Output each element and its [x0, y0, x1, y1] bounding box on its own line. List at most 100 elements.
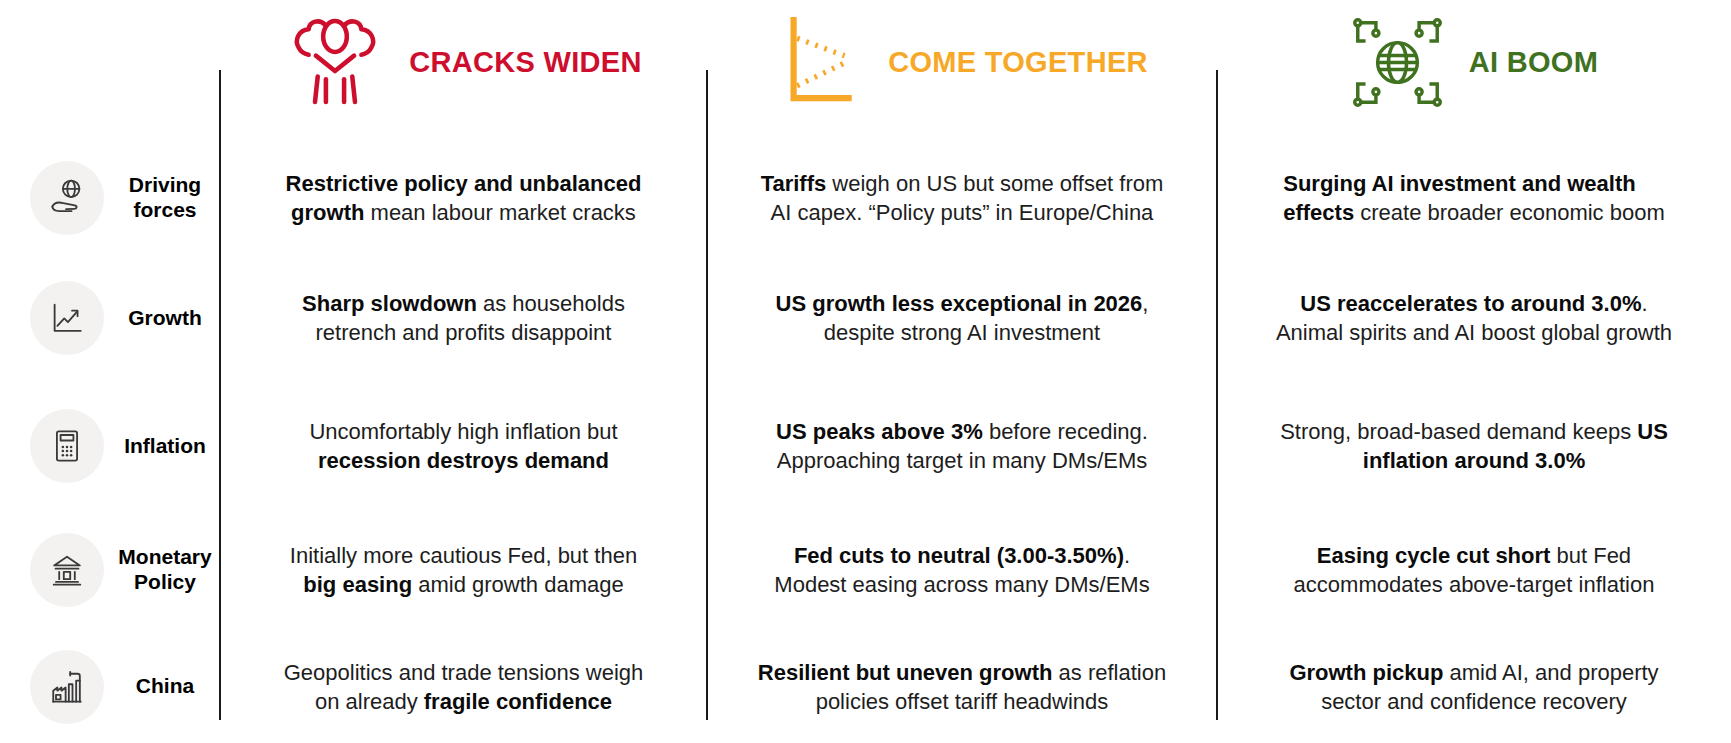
- hand-globe-icon: [30, 161, 104, 235]
- stress-head-in-hands-icon: [285, 14, 385, 110]
- row-label-driving-forces: Driving forces: [0, 142, 220, 254]
- text-segment: create broader economic boom: [1354, 200, 1665, 225]
- text-line: Sharp slowdown as households: [302, 289, 625, 318]
- text-line: US growth less exceptional in 2026,: [776, 289, 1149, 318]
- text-line: despite strong AI investment: [776, 318, 1149, 347]
- cell-inflation-ai-boom: Strong, broad-based demand keeps USinfla…: [1217, 382, 1731, 510]
- text-line: Approaching target in many DMs/EMs: [776, 446, 1148, 475]
- text-segment-bold: US: [1637, 419, 1668, 444]
- cell-text: Uncomfortably high inflation butrecessio…: [309, 417, 617, 475]
- text-segment-bold: Sharp slowdown: [302, 291, 477, 316]
- cell-text: Strong, broad-based demand keeps USinfla…: [1280, 417, 1668, 475]
- text-line: Growth pickup amid AI, and property: [1289, 658, 1658, 687]
- row-label-text: Inflation: [116, 434, 220, 459]
- text-segment: Animal spirits and AI boost global growt…: [1276, 320, 1672, 345]
- text-line: Fed cuts to neutral (3.00-3.50%).: [774, 541, 1149, 570]
- text-segment-bold: effects: [1283, 200, 1354, 225]
- text-segment-bold: fragile confidence: [424, 689, 612, 714]
- cell-text: Geopolitics and trade tensions weighon a…: [284, 658, 644, 716]
- cell-inflation-come-together: US peaks above 3% before receding.Approa…: [707, 382, 1217, 510]
- text-line: recession destroys demand: [309, 446, 617, 475]
- text-line: accommodates above-target inflation: [1294, 570, 1655, 599]
- text-line: US peaks above 3% before receding.: [776, 417, 1148, 446]
- text-segment: policies offset tariff headwinds: [816, 689, 1109, 714]
- text-segment: ,: [1142, 291, 1148, 316]
- cell-text: Sharp slowdown as householdsretrench and…: [302, 289, 625, 347]
- cell-driving-forces-ai-boom: Surging AI investment and wealtheffects …: [1217, 142, 1731, 254]
- cell-monetary-policy-come-together: Fed cuts to neutral (3.00-3.50%).Modest …: [707, 510, 1217, 630]
- cell-driving-forces-come-together: Tariffs weigh on US but some offset from…: [707, 142, 1217, 254]
- cell-text: US peaks above 3% before receding.Approa…: [776, 417, 1148, 475]
- row-label-text: China: [116, 674, 220, 699]
- text-segment-bold: big easing: [303, 572, 412, 597]
- text-line: Strong, broad-based demand keeps US: [1280, 417, 1668, 446]
- text-segment: but Fed: [1550, 543, 1631, 568]
- cell-driving-forces-cracks-widen: Restrictive policy and unbalancedgrowth …: [220, 142, 707, 254]
- cell-china-cracks-widen: Geopolitics and trade tensions weighon a…: [220, 630, 707, 743]
- bank-icon: [30, 533, 104, 607]
- text-segment-bold: growth: [291, 200, 364, 225]
- row-label-text: Monetary Policy: [116, 545, 220, 595]
- text-segment: .: [1124, 543, 1130, 568]
- text-line: AI capex. “Policy puts” in Europe/China: [761, 198, 1164, 227]
- line-chart-up-icon: [30, 281, 104, 355]
- row-label-text: Driving forces: [116, 173, 220, 223]
- cell-growth-ai-boom: US reaccelerates to around 3.0%.Animal s…: [1217, 254, 1731, 382]
- row-label-china: China: [0, 630, 220, 743]
- converging-lines-chart-icon: [776, 12, 864, 112]
- cell-text: Tariffs weigh on US but some offset from…: [761, 169, 1164, 227]
- text-segment: AI capex. “Policy puts” in Europe/China: [771, 200, 1154, 225]
- text-line: Easing cycle cut short but Fed: [1294, 541, 1655, 570]
- calculator-icon: [30, 409, 104, 483]
- text-segment: as reflation: [1052, 660, 1166, 685]
- cell-text: Fed cuts to neutral (3.00-3.50%).Modest …: [774, 541, 1149, 599]
- text-line: policies offset tariff headwinds: [758, 687, 1166, 716]
- text-segment: sector and confidence recovery: [1321, 689, 1627, 714]
- text-segment: accommodates above-target inflation: [1294, 572, 1655, 597]
- text-segment: Strong, broad-based demand keeps: [1280, 419, 1637, 444]
- text-line: Geopolitics and trade tensions weigh: [284, 658, 644, 687]
- text-segment: amid AI, and property: [1443, 660, 1658, 685]
- text-line: Resilient but uneven growth as reflation: [758, 658, 1166, 687]
- scenario-title: CRACKS WIDEN: [409, 46, 641, 79]
- text-segment-bold: Fed cuts to neutral (3.00-3.50%): [794, 543, 1124, 568]
- factory-icon: [30, 650, 104, 724]
- text-line: inflation around 3.0%: [1280, 446, 1668, 475]
- text-line: Tariffs weigh on US but some offset from: [761, 169, 1164, 198]
- text-segment: Initially more cautious Fed, but then: [290, 543, 637, 568]
- text-segment: before receding.: [983, 419, 1148, 444]
- cell-text: Initially more cautious Fed, but thenbig…: [290, 541, 637, 599]
- text-line: US reaccelerates to around 3.0%.: [1276, 289, 1672, 318]
- cell-inflation-cracks-widen: Uncomfortably high inflation butrecessio…: [220, 382, 707, 510]
- text-line: big easing amid growth damage: [290, 570, 637, 599]
- text-line: Surging AI investment and wealth: [1283, 169, 1665, 198]
- text-segment: amid growth damage: [412, 572, 624, 597]
- row-label-monetary-policy: Monetary Policy: [0, 510, 220, 630]
- globe-circuit-icon: [1350, 15, 1445, 110]
- text-line: sector and confidence recovery: [1289, 687, 1658, 716]
- economic-scenarios-table: CRACKS WIDEN COME TOGETHER: [0, 0, 1731, 743]
- scenarios-grid: CRACKS WIDEN COME TOGETHER: [0, 0, 1731, 743]
- row-label-inflation: Inflation: [0, 382, 220, 510]
- text-line: on already fragile confidence: [284, 687, 644, 716]
- text-line: Animal spirits and AI boost global growt…: [1276, 318, 1672, 347]
- cell-growth-come-together: US growth less exceptional in 2026,despi…: [707, 254, 1217, 382]
- text-segment-bold: US peaks above 3%: [776, 419, 983, 444]
- cell-growth-cracks-widen: Sharp slowdown as householdsretrench and…: [220, 254, 707, 382]
- text-segment-bold: Resilient but uneven growth: [758, 660, 1053, 685]
- text-line: Restrictive policy and unbalanced: [286, 169, 642, 198]
- cell-monetary-policy-ai-boom: Easing cycle cut short but Fedaccommodat…: [1217, 510, 1731, 630]
- text-segment-bold: Easing cycle cut short: [1317, 543, 1551, 568]
- text-segment: .: [1642, 291, 1648, 316]
- text-segment: despite strong AI investment: [824, 320, 1100, 345]
- text-segment: on already: [315, 689, 424, 714]
- text-segment-bold: inflation around 3.0%: [1363, 448, 1585, 473]
- text-segment: Geopolitics and trade tensions weigh: [284, 660, 644, 685]
- text-line: growth mean labour market cracks: [286, 198, 642, 227]
- text-segment-bold: Restrictive policy and unbalanced: [286, 171, 642, 196]
- cell-monetary-policy-cracks-widen: Initially more cautious Fed, but thenbig…: [220, 510, 707, 630]
- cell-china-ai-boom: Growth pickup amid AI, and propertysecto…: [1217, 630, 1731, 743]
- cell-text: US reaccelerates to around 3.0%.Animal s…: [1276, 289, 1672, 347]
- cell-text: Surging AI investment and wealtheffects …: [1283, 169, 1665, 227]
- cell-text: Resilient but uneven growth as reflation…: [758, 658, 1166, 716]
